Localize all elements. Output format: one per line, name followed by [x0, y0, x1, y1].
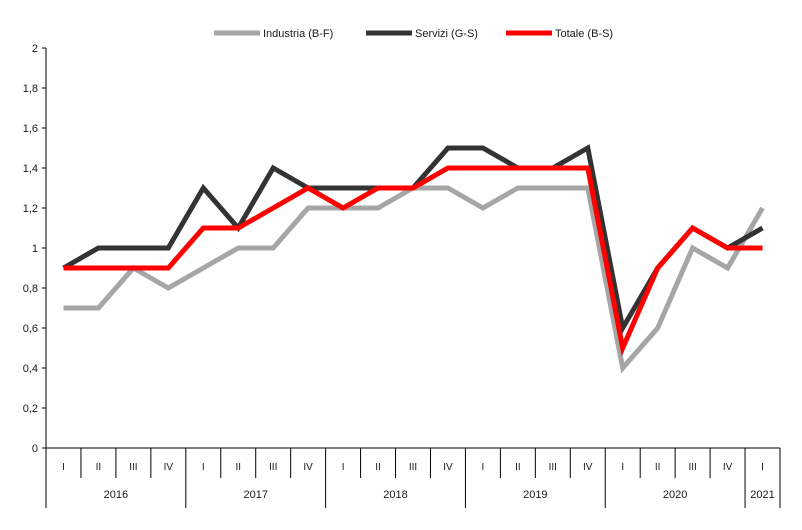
- legend: Industria (B-F) Servizi (G-S) Totale (B-S): [214, 28, 613, 40]
- y-tick-label: 1,6: [23, 123, 38, 135]
- y-tick-label: 0,4: [23, 363, 38, 375]
- x-tick-label: III: [549, 462, 557, 473]
- y-tick-label: 0,6: [23, 323, 38, 335]
- x-tick-label: II: [375, 462, 381, 473]
- y-tick-label: 0,8: [23, 283, 38, 295]
- x-tick-label: I: [761, 462, 764, 473]
- y-tick-label: 1: [32, 243, 38, 255]
- x-tick-label: I: [342, 462, 345, 473]
- x-tick-label: I: [482, 462, 485, 473]
- x-tick-label: III: [409, 462, 417, 473]
- x-tick-label: II: [96, 462, 102, 473]
- x-tick-label: IV: [164, 462, 174, 473]
- year-label: 2018: [383, 489, 407, 501]
- series-line-1: [63, 185, 765, 374]
- x-tick-label: III: [269, 462, 277, 473]
- x-tick-label: III: [688, 462, 696, 473]
- legend-label: Industria (B-F): [263, 28, 333, 40]
- x-tick-label: IV: [723, 462, 733, 473]
- legend-label: Totale (B-S): [555, 28, 613, 40]
- year-label: 2021: [750, 489, 774, 501]
- x-tick-label: II: [515, 462, 521, 473]
- x-tick-label: I: [621, 462, 624, 473]
- y-tick-label: 2: [32, 43, 38, 55]
- series-line-2: [62, 144, 764, 336]
- y-tick-label: 0,2: [23, 403, 38, 415]
- year-label: 2019: [523, 489, 547, 501]
- y-tick-label: 1,4: [23, 163, 38, 175]
- y-tick-label: 1,8: [23, 83, 38, 95]
- x-tick-label: IV: [303, 462, 313, 473]
- series-layer: [62, 144, 765, 374]
- year-label: 2016: [104, 489, 128, 501]
- x-tick-label: IV: [443, 462, 453, 473]
- x-tick-label: IV: [583, 462, 593, 473]
- x-axis: I II III IV I II III IV I II III IV I II III IV I II III IV…: [45, 447, 781, 508]
- x-tick-label: I: [202, 462, 205, 473]
- series-line-3: [63, 165, 763, 357]
- year-label: 2020: [663, 489, 687, 501]
- year-label: 2017: [243, 489, 267, 501]
- y-axis: 0 0,2 0,4 0,6 0,8 1 1,2 1,4 1,6 1,8 2: [23, 43, 47, 455]
- x-tick-label: III: [129, 462, 137, 473]
- y-tick-label: 0: [32, 443, 38, 455]
- y-tick-label: 1,2: [23, 203, 38, 215]
- x-tick-label: II: [655, 462, 661, 473]
- x-tick-label: I: [62, 462, 65, 473]
- x-tick-label: II: [235, 462, 241, 473]
- legend-label: Servizi (G-S): [415, 28, 478, 40]
